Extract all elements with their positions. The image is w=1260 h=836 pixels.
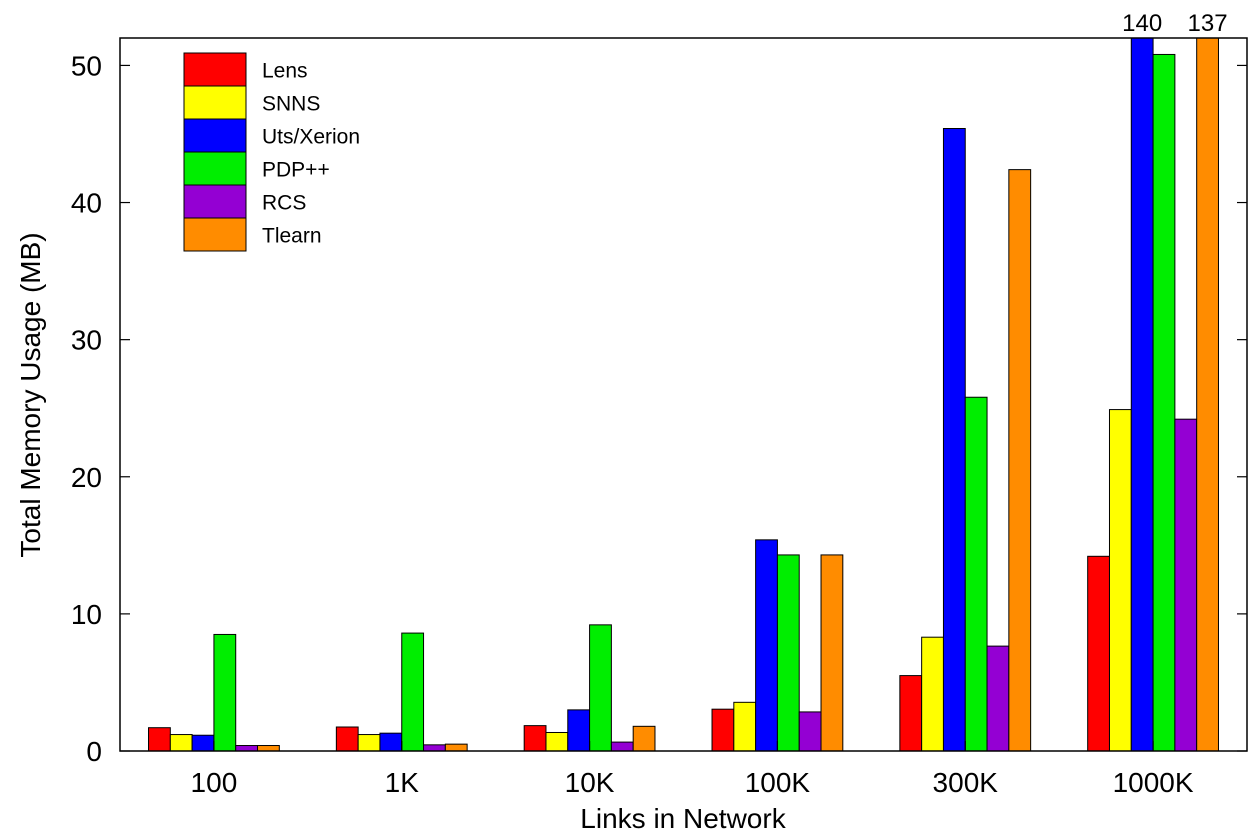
bar-tlearn-100 bbox=[257, 745, 280, 752]
y-tick-label: 10 bbox=[71, 599, 102, 630]
y-tick-label: 30 bbox=[71, 325, 102, 356]
bar-snns-1k bbox=[357, 734, 381, 752]
bar-rcs-100 bbox=[235, 745, 259, 752]
bar-rcs-100k bbox=[798, 711, 822, 752]
bar-tlearn-1000k bbox=[1196, 37, 1219, 752]
legend-label: RCS bbox=[262, 192, 306, 215]
bar-lens-100 bbox=[148, 727, 171, 752]
legend-swatch bbox=[183, 217, 247, 252]
bar-uts-xerion-10k bbox=[567, 709, 591, 752]
plot-frame bbox=[119, 37, 1248, 752]
legend-swatch bbox=[183, 52, 247, 87]
bar-uts-xerion-1k bbox=[379, 732, 403, 752]
legend-label: Uts/Xerion bbox=[262, 126, 360, 149]
legend-swatch bbox=[183, 118, 247, 153]
legend-label: Lens bbox=[262, 60, 308, 83]
x-tick-label: 1000K bbox=[1113, 767, 1194, 798]
legend: Lens SNNS Uts/Xerion PDP++ RCS Tlearn bbox=[183, 52, 360, 252]
bars bbox=[148, 37, 1219, 752]
bar-pdp--1k bbox=[401, 632, 425, 752]
legend-label: Tlearn bbox=[262, 225, 322, 248]
axes: 0 10 20 30 40 50 100 1K 10K 100K 300K 1000K 140 137 bbox=[71, 10, 1248, 798]
bar-lens-1k bbox=[335, 726, 359, 752]
y-tick-label: 20 bbox=[71, 462, 102, 493]
bar-snns-10k bbox=[545, 731, 569, 752]
bar-uts-xerion-100k bbox=[755, 539, 778, 752]
legend-swatch bbox=[183, 85, 247, 120]
x-axis-title: Links in Network bbox=[580, 803, 786, 834]
bar-tlearn-300k bbox=[1008, 169, 1032, 752]
y-tick-label: 40 bbox=[71, 188, 102, 219]
legend-swatch bbox=[183, 151, 247, 186]
bar-pdp--1000k bbox=[1152, 53, 1176, 752]
bar-lens-10k bbox=[523, 725, 547, 752]
x-tick-label: 300K bbox=[933, 767, 999, 798]
bar-lens-1000k bbox=[1087, 555, 1110, 752]
y-tick-label: 0 bbox=[86, 736, 102, 767]
bar-value-label: 140 bbox=[1122, 10, 1162, 37]
bar-rcs-1k bbox=[423, 744, 446, 752]
bar-uts-xerion-1000k bbox=[1130, 37, 1154, 752]
bar-pdp--300k bbox=[964, 396, 988, 752]
bar-snns-1000k bbox=[1108, 409, 1132, 752]
x-tick-label: 100 bbox=[191, 767, 238, 798]
bar-pdp--100 bbox=[213, 633, 237, 752]
bar-pdp--10k bbox=[589, 624, 612, 752]
y-tick-label: 50 bbox=[71, 50, 102, 81]
bar-tlearn-10k bbox=[632, 725, 656, 752]
legend-label: SNNS bbox=[262, 93, 320, 116]
bar-uts-xerion-300k bbox=[942, 128, 966, 752]
bar-rcs-1000k bbox=[1174, 418, 1198, 752]
bar-pdp--100k bbox=[776, 554, 800, 752]
y-axis-title: Total Memory Usage (MB) bbox=[15, 232, 46, 557]
x-tick-label: 10K bbox=[565, 767, 615, 798]
bar-tlearn-100k bbox=[820, 554, 844, 752]
bar-lens-300k bbox=[899, 675, 923, 752]
bar-rcs-300k bbox=[986, 645, 1010, 752]
bar-snns-100k bbox=[733, 701, 757, 752]
bar-value-label: 137 bbox=[1188, 10, 1228, 37]
legend-swatch bbox=[183, 184, 247, 219]
x-tick-label: 100K bbox=[745, 767, 811, 798]
bar-tlearn-1k bbox=[444, 743, 468, 752]
x-tick-label: 1K bbox=[385, 767, 420, 798]
bar-snns-100 bbox=[169, 734, 193, 752]
bar-uts-xerion-100 bbox=[191, 734, 215, 752]
bar-lens-100k bbox=[711, 708, 735, 752]
bar-snns-300k bbox=[921, 636, 944, 752]
legend-label: PDP++ bbox=[262, 159, 330, 182]
bar-rcs-10k bbox=[610, 741, 634, 752]
